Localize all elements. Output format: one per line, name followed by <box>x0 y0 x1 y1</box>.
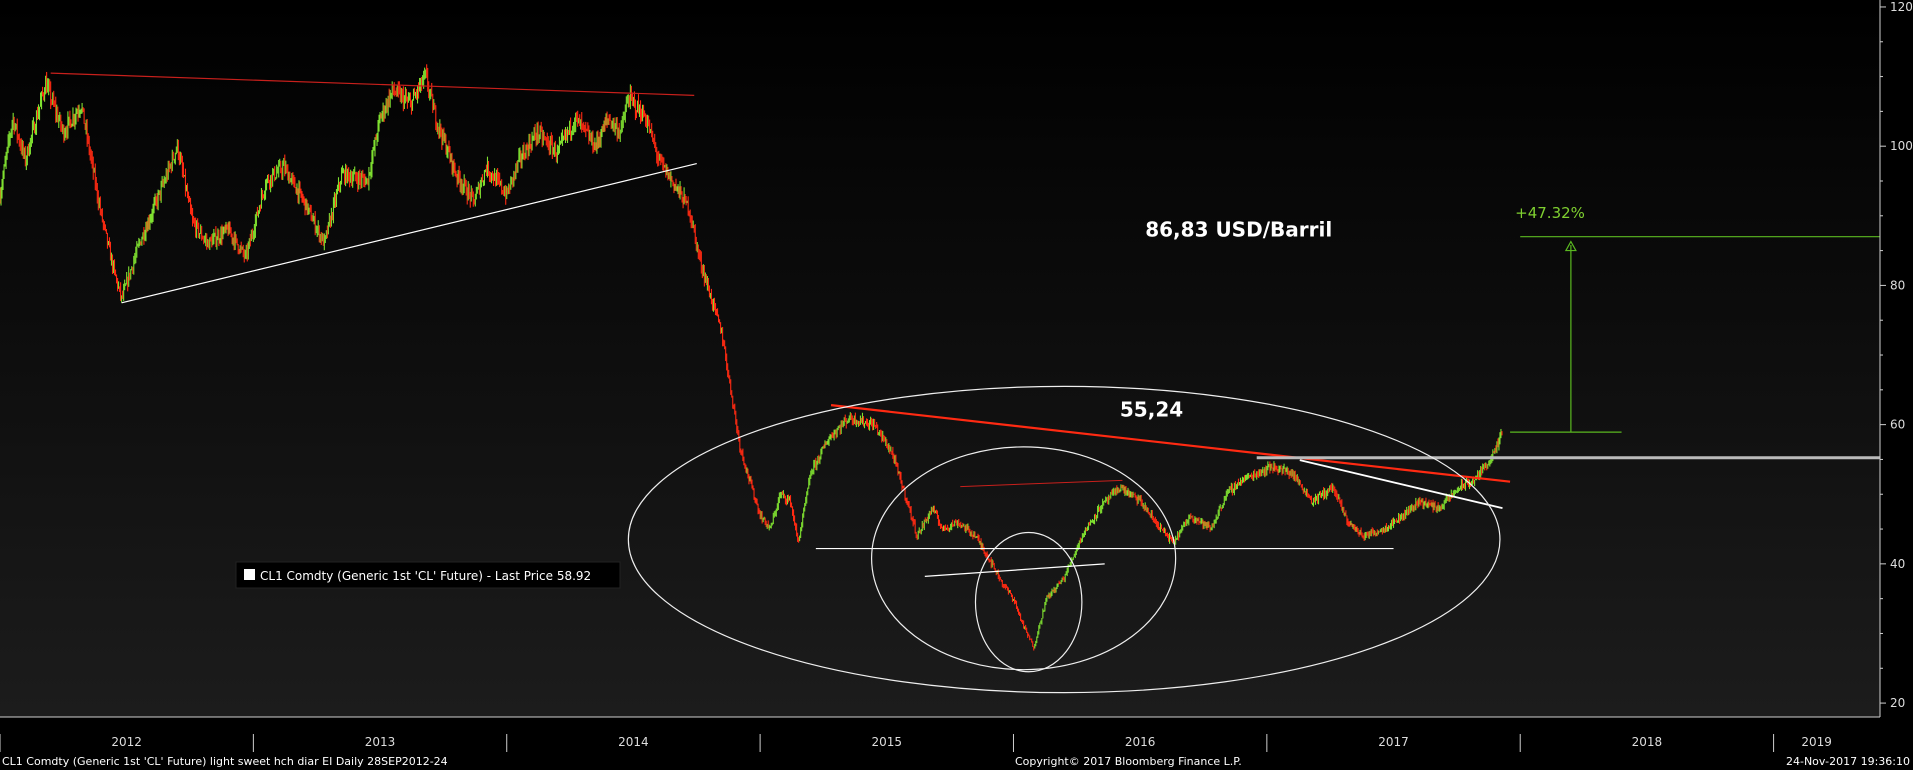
neckline-level-label: 55,24 <box>1120 397 1183 421</box>
y-axis: 20 40 60 80 100 120 <box>1879 0 1913 717</box>
year-label: 2013 <box>365 735 396 749</box>
trend-line <box>1299 459 1503 510</box>
year-label: 2018 <box>1632 735 1663 749</box>
legend-label: CL1 Comdty (Generic 1st 'CL' Future) - L… <box>260 569 591 583</box>
y-tick-label: 20 <box>1890 696 1905 710</box>
footer-center-text: Copyright© 2017 Bloomberg Finance L.P. <box>1015 755 1242 768</box>
target-arrow-head <box>1564 240 1577 252</box>
year-label: 2016 <box>1125 735 1156 749</box>
y-tick-label: 80 <box>1890 278 1905 292</box>
year-label: 2017 <box>1378 735 1409 749</box>
y-tick-label: 120 <box>1890 0 1913 14</box>
footer-right-text: 24-Nov-2017 19:36:10 <box>1786 755 1910 768</box>
footer-left-text: CL1 Comdty (Generic 1st 'CL' Future) lig… <box>2 755 448 768</box>
year-label: 2014 <box>618 735 649 749</box>
annotation-layer <box>50 72 1880 694</box>
y-tick-label: 40 <box>1890 557 1905 571</box>
trend-line <box>960 479 1123 488</box>
pattern-ellipse <box>870 446 1177 671</box>
legend-swatch <box>244 569 255 580</box>
target-price-label: 86,83 USD/Barril <box>1145 218 1332 242</box>
percent-gain-label: +47.32% <box>1515 204 1585 222</box>
pattern-ellipse <box>974 531 1083 673</box>
pattern-ellipse <box>627 385 1501 694</box>
trend-line <box>50 72 695 96</box>
plot-background <box>0 0 1880 717</box>
year-label: 2012 <box>111 735 142 749</box>
y-tick-label: 60 <box>1890 418 1905 432</box>
legend-box <box>235 561 621 589</box>
candlestick-series <box>0 64 1503 651</box>
legend: CL1 Comdty (Generic 1st 'CL' Future) - L… <box>235 561 621 589</box>
year-label: 2019 <box>1801 735 1832 749</box>
trend-line <box>121 163 697 304</box>
year-label: 2015 <box>872 735 903 749</box>
y-tick-label: 100 <box>1890 139 1913 153</box>
x-axis: 2012 2013 2014 2015 2016 2017 2018 2019 <box>0 716 1880 752</box>
trend-line <box>830 404 1511 483</box>
